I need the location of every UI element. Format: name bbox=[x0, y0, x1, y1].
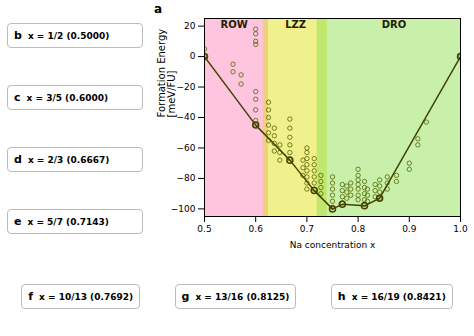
svg-text:−20: −20 bbox=[177, 82, 196, 92]
svg-text:0.7: 0.7 bbox=[300, 224, 314, 234]
svg-text:−40: −40 bbox=[177, 112, 196, 122]
svg-text:0.5: 0.5 bbox=[197, 224, 211, 234]
html-text:f: f bbox=[28, 289, 33, 303]
svg-text:−60: −60 bbox=[177, 143, 196, 153]
svg-text:ROW: ROW bbox=[221, 19, 248, 30]
svg-text:−100: −100 bbox=[171, 204, 196, 214]
html-text:b: b bbox=[14, 28, 22, 42]
html-text:x = 1/2 (0.5000): x = 1/2 (0.5000) bbox=[27, 30, 110, 41]
html-text:x = 16/19 (0.8421): x = 16/19 (0.8421) bbox=[351, 291, 446, 302]
html-text:h: h bbox=[337, 289, 346, 303]
html-text:a: a bbox=[154, 2, 163, 16]
html-text:x = 2/3 (0.6667): x = 2/3 (0.6667) bbox=[27, 154, 110, 165]
html-text:d: d bbox=[14, 152, 22, 166]
svg-text:0.8: 0.8 bbox=[351, 224, 366, 234]
svg-text:Na concentration x: Na concentration x bbox=[290, 240, 376, 250]
html-text:g: g bbox=[181, 289, 190, 303]
html-text:e: e bbox=[14, 214, 22, 228]
html-text:c: c bbox=[14, 90, 21, 104]
html-text:x = 13/16 (0.8125): x = 13/16 (0.8125) bbox=[195, 291, 290, 302]
svg-text:LZZ: LZZ bbox=[285, 19, 306, 30]
svg-text:0.9: 0.9 bbox=[402, 224, 417, 234]
html-text:x = 10/13 (0.7692): x = 10/13 (0.7692) bbox=[39, 291, 134, 302]
svg-text:1.0: 1.0 bbox=[453, 224, 468, 234]
svg-text:0.6: 0.6 bbox=[249, 224, 264, 234]
html-text:x = 5/7 (0.7143): x = 5/7 (0.7143) bbox=[27, 216, 109, 227]
svg-text:−80: −80 bbox=[177, 173, 196, 183]
svg-text:Formation Energy[meV/FU]: Formation Energy[meV/FU] bbox=[156, 29, 177, 118]
svg-text:0: 0 bbox=[190, 51, 196, 61]
svg-text:DRO: DRO bbox=[382, 19, 407, 30]
html-text:x = 3/5 (0.6000): x = 3/5 (0.6000) bbox=[26, 92, 108, 103]
svg-text:20: 20 bbox=[184, 21, 196, 31]
